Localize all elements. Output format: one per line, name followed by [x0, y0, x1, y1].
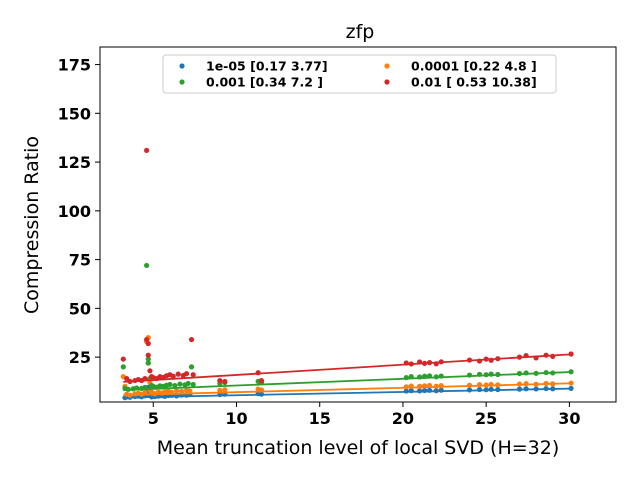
data-point [120, 356, 126, 362]
fit-line [123, 353, 573, 383]
chart-title: zfp [346, 21, 375, 43]
data-point [222, 387, 228, 393]
data-point [188, 364, 195, 370]
axes-frame [99, 46, 617, 403]
data-point [187, 388, 193, 394]
data-point [170, 373, 176, 379]
fit-line [123, 382, 573, 397]
data-point [183, 371, 190, 377]
y-tick-label: 125 [58, 153, 91, 172]
y-tick-label: 75 [69, 251, 91, 270]
x-axis-label: Mean truncation level of local SVD (H=32… [157, 437, 560, 459]
data-point [217, 387, 223, 393]
fit-line [123, 387, 573, 399]
data-point [173, 388, 180, 394]
data-point [217, 377, 223, 384]
data-point [258, 377, 265, 384]
data-point [190, 381, 196, 388]
data-point [145, 356, 151, 362]
axis-ticks: 5 10 15 20 25 30 25 50 75 100 125 150 175 [58, 56, 581, 428]
x-tick-label: 15 [309, 409, 331, 428]
data-point [145, 352, 151, 358]
y-tick-label: 150 [58, 104, 91, 123]
data-point [175, 371, 181, 377]
data-point [145, 360, 151, 366]
y-tick-label: 50 [69, 299, 91, 318]
legend-label: 0.01 [ 0.53 10.38] [411, 75, 537, 90]
data-point [190, 372, 196, 378]
data-point [145, 340, 151, 347]
data-point [222, 378, 228, 385]
data-point [188, 336, 195, 343]
series-2 [120, 262, 574, 392]
x-tick-label: 25 [475, 409, 497, 428]
plot-area [120, 147, 574, 401]
legend-item: 1e-05 [0.17 3.77] [179, 59, 328, 74]
data-point [172, 383, 178, 389]
legend-marker [384, 79, 390, 85]
fit-line [123, 371, 573, 392]
data-point [124, 375, 130, 382]
legend-label: 0.0001 [0.22 4.8 ] [411, 59, 537, 74]
x-tick-label: 5 [148, 409, 159, 428]
data-point [120, 364, 126, 370]
series-3 [120, 147, 574, 385]
x-tick-label: 30 [558, 409, 580, 428]
data-point [144, 147, 150, 153]
legend-marker [179, 79, 185, 85]
legend-marker [384, 63, 390, 69]
legend-item: 0.01 [ 0.53 10.38] [384, 75, 537, 90]
y-axis-label: Compression Ratio [21, 136, 43, 314]
legend-item: 0.001 [0.34 7.2 ] [179, 75, 323, 90]
x-tick-label: 20 [392, 409, 414, 428]
data-point [147, 368, 153, 374]
data-point [144, 336, 150, 343]
legend-box [162, 54, 557, 94]
data-point [177, 381, 183, 387]
series-1 [120, 335, 574, 398]
data-point [144, 262, 150, 269]
y-tick-label: 175 [58, 56, 91, 75]
legend-marker [179, 63, 185, 69]
legend-label: 1e-05 [0.17 3.77] [206, 59, 328, 74]
data-point [167, 381, 173, 388]
data-point [185, 380, 191, 387]
y-tick-label: 100 [58, 202, 91, 221]
legend-label: 0.001 [0.34 7.2 ] [206, 75, 323, 90]
legend-item: 0.0001 [0.22 4.8 ] [384, 59, 537, 74]
legend: 1e-05 [0.17 3.77]0.001 [0.34 7.2 ] 0.0001… [162, 54, 557, 94]
x-tick-label: 10 [225, 409, 247, 428]
y-tick-label: 25 [69, 348, 91, 367]
